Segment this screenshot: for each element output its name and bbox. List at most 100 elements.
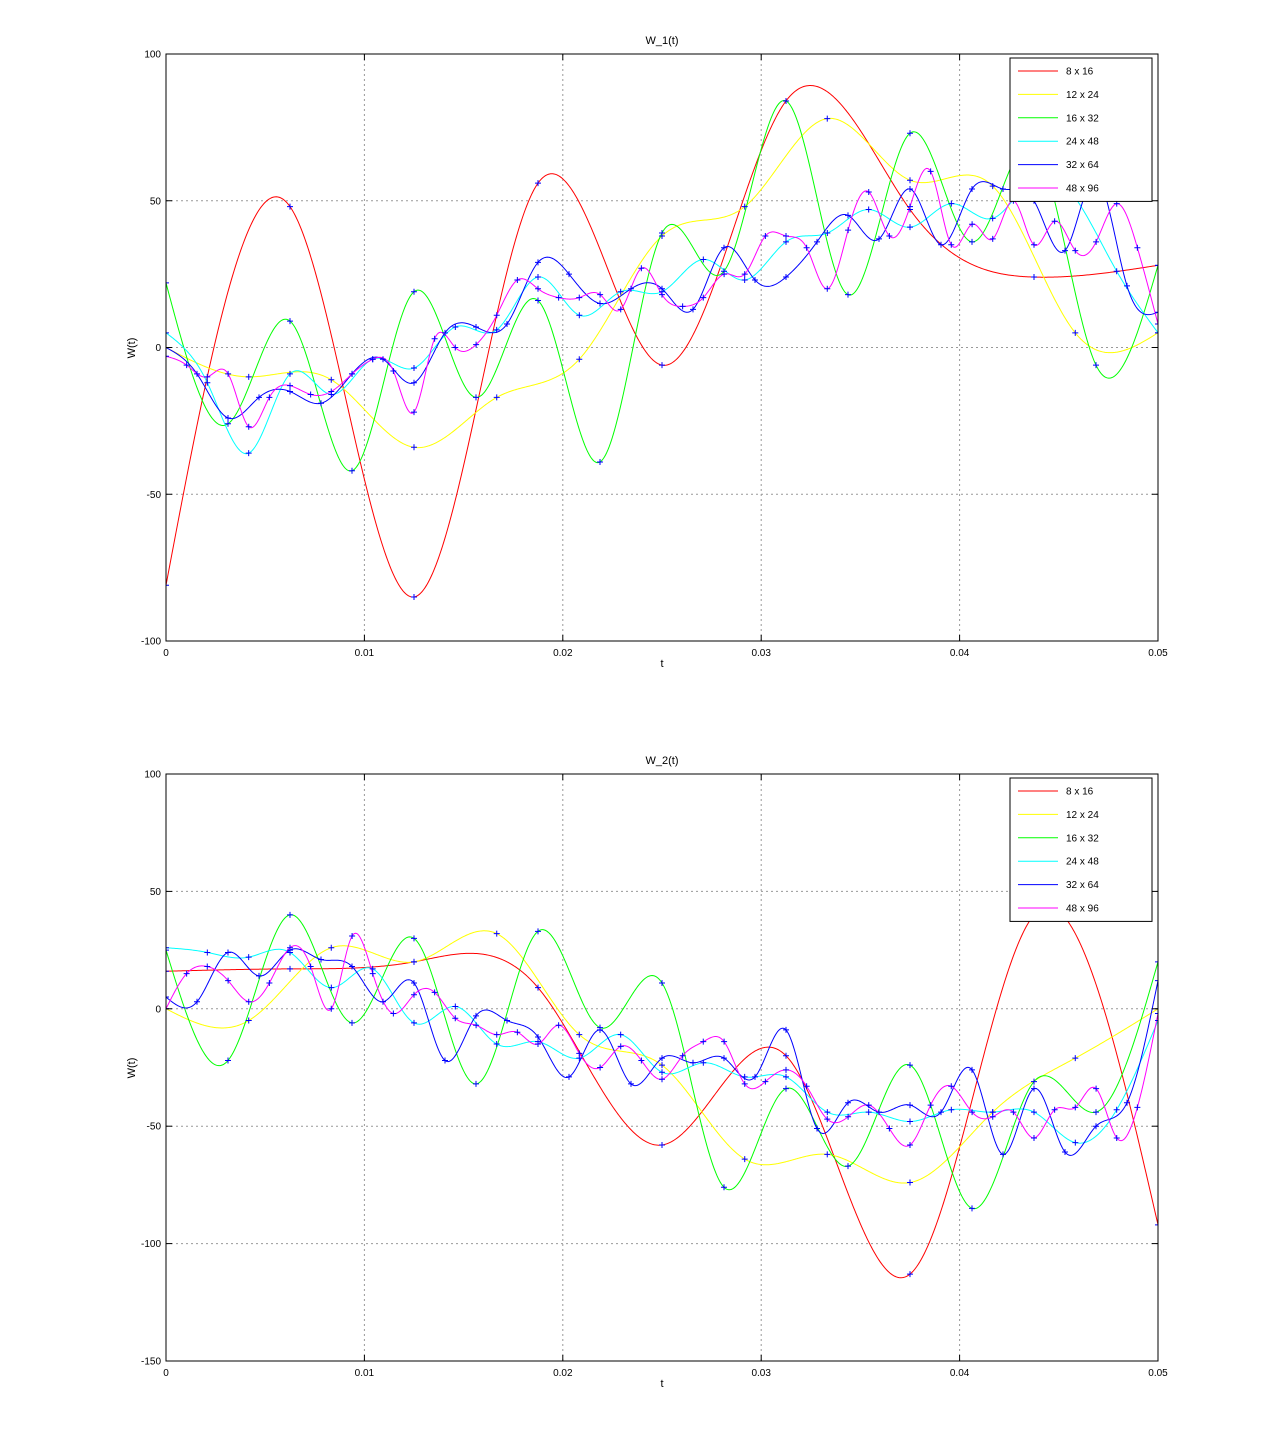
legend-label: 12 x 24 [1066,90,1099,101]
x-tick-label: 0.01 [355,648,375,659]
data-point-marker [617,288,624,295]
y-tick-label: 100 [144,770,161,781]
plot-w2: 0 0.01 0.02 0.03 0.04 0.05 -150-100-50050100 … [126,755,1168,1390]
data-point-marker [166,582,169,589]
data-point-marker [535,1041,541,1048]
data-point-marker [659,1069,665,1076]
data-point-marker [287,944,293,951]
data-point-marker [452,344,459,351]
data-point-marker [969,238,975,245]
data-point-marker [307,391,314,398]
data-point-marker [225,420,231,427]
y-axis-label: W(t) [126,338,138,359]
data-point-marker [948,1083,955,1090]
data-point-marker [907,1102,913,1109]
data-point-marker [1155,309,1158,316]
data-point-marker [390,367,397,374]
legend-label: 16 x 32 [1066,113,1099,124]
legend-label: 32 x 64 [1066,160,1099,171]
data-point-marker [349,963,355,970]
data-point-marker [886,1125,893,1132]
data-point-marker [493,930,500,937]
series-markers [166,97,1158,600]
data-point-marker [814,1125,820,1132]
data-point-marker [783,97,789,104]
data-point-marker [411,365,417,372]
data-point-marker [845,1163,851,1170]
data-point-marker [1134,1104,1141,1111]
data-point-marker [287,382,293,389]
data-point-marker [566,271,572,278]
legend-label: 12 x 24 [1066,810,1099,821]
axis-ticks [165,773,1159,1362]
data-point-marker [245,1017,252,1024]
data-point-marker [948,1106,955,1113]
data-point-marker [659,1076,665,1083]
data-point-marker [721,1184,727,1191]
data-point-marker [876,235,882,242]
legend-box [1009,777,1153,922]
data-point-marker [204,963,211,970]
data-point-marker [679,1052,686,1059]
data-point-marker [473,1012,479,1019]
data-point-marker [194,370,200,377]
data-point-marker [803,1083,810,1090]
data-point-marker [1155,1221,1158,1228]
legend-label: 48 x 96 [1066,184,1099,195]
data-point-marker [287,203,293,210]
data-point-marker [907,177,913,184]
data-point-marker [907,1062,913,1069]
data-point-marker [824,115,831,122]
data-point-marker [493,1041,500,1048]
data-point-marker [938,1109,944,1116]
data-point-marker [659,362,665,369]
data-point-marker [783,1066,789,1073]
data-point-marker [318,400,324,407]
data-point-marker [318,956,324,963]
data-point-marker [597,1026,603,1033]
data-point-marker [969,1109,976,1116]
y-tick-label: 0 [155,1004,161,1015]
data-point-marker [1093,238,1100,245]
data-point-marker [287,388,293,395]
data-point-marker [865,206,872,213]
data-point-marker [1155,262,1158,269]
data-point-marker [287,965,293,972]
data-point-marker [1113,268,1120,275]
data-point-marker [166,329,169,336]
data-point-marker [721,244,727,251]
y-tick-labels: -150 -100 -50 0 50 100 [141,770,161,1368]
data-point-marker [690,306,696,313]
data-point-marker [741,276,748,283]
data-point-marker [938,241,944,248]
data-point-marker [845,1113,852,1120]
axis-ticks [165,53,1159,642]
data-point-marker [411,288,417,295]
data-point-marker [287,318,293,325]
data-point-marker [493,394,500,401]
data-point-marker [328,1005,335,1012]
y-tick-label: 0 [155,343,161,354]
data-point-marker [349,933,356,940]
data-point-marker [183,970,190,977]
data-point-marker [969,186,975,193]
data-point-marker [431,989,438,996]
data-point-marker [907,224,913,231]
y-axis-label: W(t) [126,1058,138,1079]
data-point-marker [824,1116,831,1123]
data-point-marker [514,276,521,283]
data-point-marker [927,1102,934,1109]
data-point-marker [1155,958,1158,965]
data-point-marker [1031,1109,1037,1116]
data-point-marker [307,963,314,970]
data-point-marker [741,1156,748,1163]
legend-label: 24 x 48 [1066,137,1099,148]
data-point-marker [473,341,480,348]
data-point-marker [1072,1139,1079,1146]
x-tick-labels: 0 0.01 0.02 0.03 0.04 0.05 [163,648,1168,659]
data-point-marker [1155,977,1158,984]
data-point-marker [762,1078,769,1085]
data-point-marker [380,998,386,1005]
data-point-marker [927,168,934,175]
data-point-marker [700,1059,707,1066]
